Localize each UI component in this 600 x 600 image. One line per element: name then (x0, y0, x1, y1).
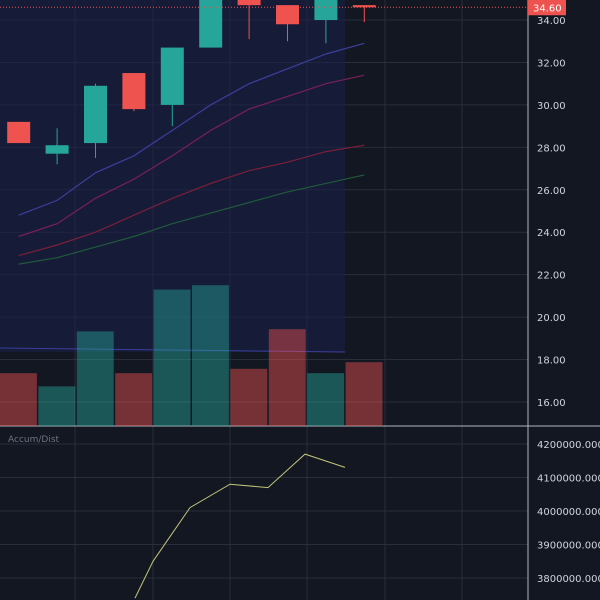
indicator-line (18, 42, 365, 216)
price-tick-label: 24.00 (537, 228, 566, 239)
indicator-line (18, 174, 365, 265)
volume-bar (115, 373, 153, 426)
price-tick-label: 16.00 (537, 398, 566, 409)
indicator-line (18, 74, 365, 238)
volume-bar (153, 289, 191, 426)
indicator-lines (18, 42, 365, 265)
volume-bar (268, 329, 306, 426)
volume-bar (38, 386, 76, 426)
candle-body (199, 0, 223, 48)
volume-bars (0, 285, 383, 426)
candle-body (314, 0, 338, 20)
candles (7, 0, 376, 165)
volume-bar (76, 331, 114, 426)
candle-body (45, 145, 69, 154)
last-price-badge (528, 0, 566, 16)
candle-body (84, 85, 107, 144)
accum-dist-tick-label: 3800000.0000 (537, 574, 600, 585)
price-tick-label: 18.00 (537, 356, 566, 367)
accum-dist-tick-label: 4100000.0000 (537, 474, 600, 485)
accum-dist-tick-label: 4000000.0000 (537, 507, 600, 518)
indicator-line (18, 144, 365, 257)
last-price-marker[interactable]: 34.60 (0, 0, 566, 16)
price-tick-label: 28.00 (537, 143, 566, 154)
accum-dist-tick-label: 3900000.0000 (537, 541, 600, 552)
price-tick-label: 32.00 (537, 58, 566, 69)
volume-bar (192, 285, 229, 426)
price-tick-label: 26.00 (537, 186, 566, 197)
price-tick-label: 30.00 (537, 101, 566, 112)
price-tick-label: 20.00 (537, 313, 566, 324)
candle-body (160, 47, 184, 105)
price-tick-label: 22.00 (537, 271, 566, 282)
accum-dist-pane: Accum/Dist (8, 435, 346, 599)
accum-dist-line (134, 453, 346, 599)
volume-bar (0, 373, 37, 426)
price-tick-label: 34.00 (537, 16, 566, 27)
accum-dist-title: Accum/Dist (8, 435, 60, 445)
volume-bar (307, 373, 345, 426)
candle-body (352, 5, 376, 8)
accum-dist-axis: 4200000.0000 4100000.0000 4000000.0000 3900… (537, 440, 600, 585)
candle-body (276, 5, 299, 25)
candle-body (122, 73, 146, 110)
last-price-label: 34.60 (533, 3, 562, 14)
volume-bar (230, 368, 268, 426)
candle-body (237, 0, 261, 6)
accum-dist-tick-label: 4200000.0000 (537, 440, 600, 451)
band-bottom-edge (0, 347, 346, 353)
candle-body (7, 121, 31, 144)
volume-bar (345, 362, 383, 426)
price-axis: 16.00 18.00 20.00 22.00 24.00 26.00 28.00 30.00… (537, 16, 566, 409)
